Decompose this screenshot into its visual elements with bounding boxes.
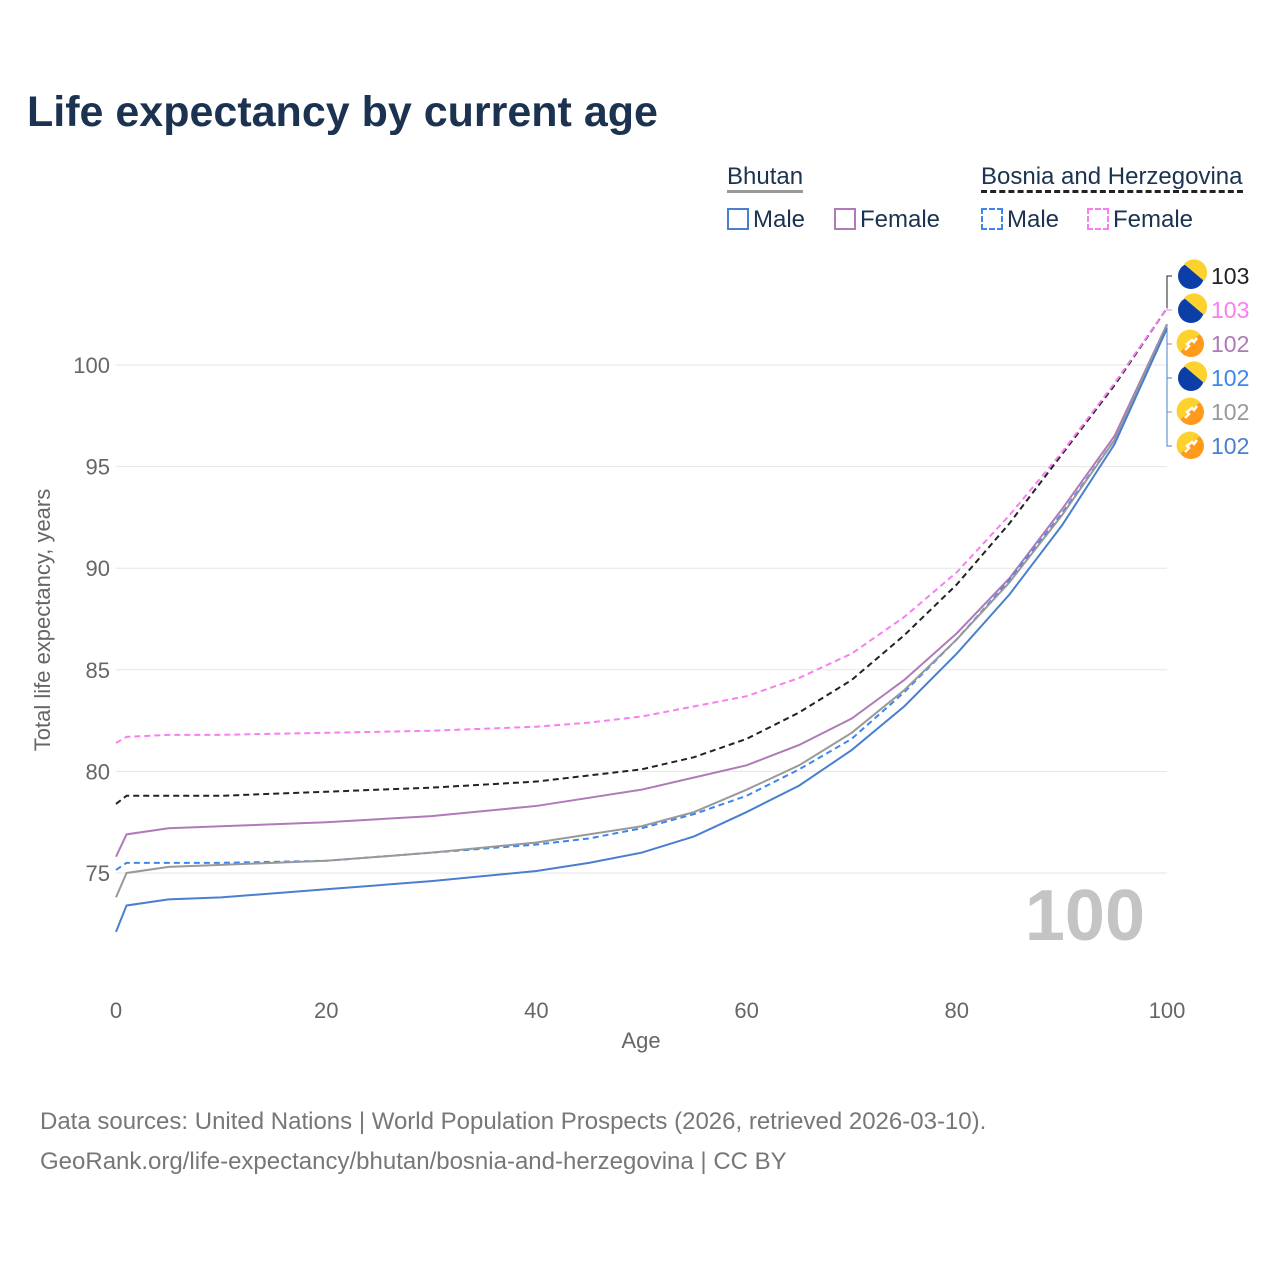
series-line	[115, 323, 1168, 858]
series-line	[115, 307, 1168, 744]
bosnia-flag-icon	[1178, 361, 1208, 391]
x-tick-label: 100	[1149, 998, 1186, 1023]
legend-bih-male[interactable]: Male	[981, 206, 1059, 234]
x-tick-label: 80	[945, 998, 969, 1023]
y-tick-label: 90	[86, 556, 110, 581]
series-line	[115, 323, 1168, 898]
chart-title: Life expectancy by current age	[27, 88, 658, 136]
y-axis-label: Total life expectancy, years	[30, 489, 55, 752]
source-url[interactable]: GeoRank.org/life-expectancy/bhutan/bosni…	[40, 1148, 787, 1175]
end-value-label: 102	[1211, 433, 1249, 459]
y-tick-label: 85	[86, 658, 110, 683]
y-tick-label: 95	[86, 455, 110, 480]
x-tick-label: 40	[524, 998, 548, 1023]
legend-bih-female[interactable]: Female	[1087, 206, 1193, 234]
y-tick-label: 75	[86, 861, 110, 886]
series-line	[115, 323, 1168, 871]
flag-triangle	[1184, 361, 1208, 383]
source-text: Data sources: United Nations | World Pop…	[40, 1108, 987, 1135]
label-connector	[1166, 324, 1172, 379]
label-connector	[1166, 324, 1172, 345]
bosnia-flag-icon	[1178, 293, 1208, 323]
bhutan-flag-icon	[1176, 329, 1204, 357]
legend-bhutan-male[interactable]: Male	[727, 206, 805, 234]
flag-triangle	[1184, 293, 1208, 315]
y-tick-label: 100	[73, 353, 110, 378]
legend-bhutan-female[interactable]: Female	[834, 206, 940, 234]
label-connector	[1166, 324, 1172, 413]
y-tick-label: 80	[86, 759, 110, 784]
x-tick-label: 60	[734, 998, 758, 1023]
legend-swatch	[1087, 208, 1109, 230]
flag-half	[1176, 329, 1200, 352]
dragon	[1184, 405, 1198, 419]
x-tick-label: 0	[110, 998, 122, 1023]
end-value-label: 102	[1211, 365, 1249, 391]
series-line	[115, 307, 1168, 805]
flag-half	[1176, 431, 1200, 454]
end-value-label: 103	[1211, 297, 1249, 323]
bhutan-flag-icon	[1176, 397, 1204, 425]
label-connector	[1166, 328, 1172, 447]
bosnia-flag-icon	[1178, 259, 1208, 289]
x-tick-label: 20	[314, 998, 338, 1023]
age-watermark: 100	[1025, 876, 1145, 956]
bhutan-flag-icon	[1176, 431, 1204, 459]
legend-label: Male	[1007, 206, 1060, 233]
x-axis-label: Age	[621, 1028, 660, 1053]
label-connector	[1166, 308, 1172, 311]
dragon	[1184, 337, 1198, 351]
series-line	[115, 328, 1168, 933]
legend-swatch	[981, 208, 1003, 230]
legend-label: Female	[860, 206, 941, 233]
end-value-label: 102	[1211, 399, 1249, 425]
legend-group-bhutan: Bhutan	[727, 164, 804, 193]
label-connector	[1166, 275, 1172, 309]
legend-label: Male	[753, 206, 806, 233]
legend-swatch	[834, 208, 856, 230]
flag-triangle	[1184, 259, 1208, 281]
legend-swatch	[727, 208, 749, 230]
legend-label: Female	[1113, 206, 1194, 233]
legend-group-bih: Bosnia and Herzegovina	[981, 164, 1243, 193]
flag-half	[1176, 397, 1200, 420]
end-value-label: 103	[1211, 263, 1249, 289]
dragon	[1184, 439, 1198, 453]
end-value-label: 102	[1211, 331, 1249, 357]
